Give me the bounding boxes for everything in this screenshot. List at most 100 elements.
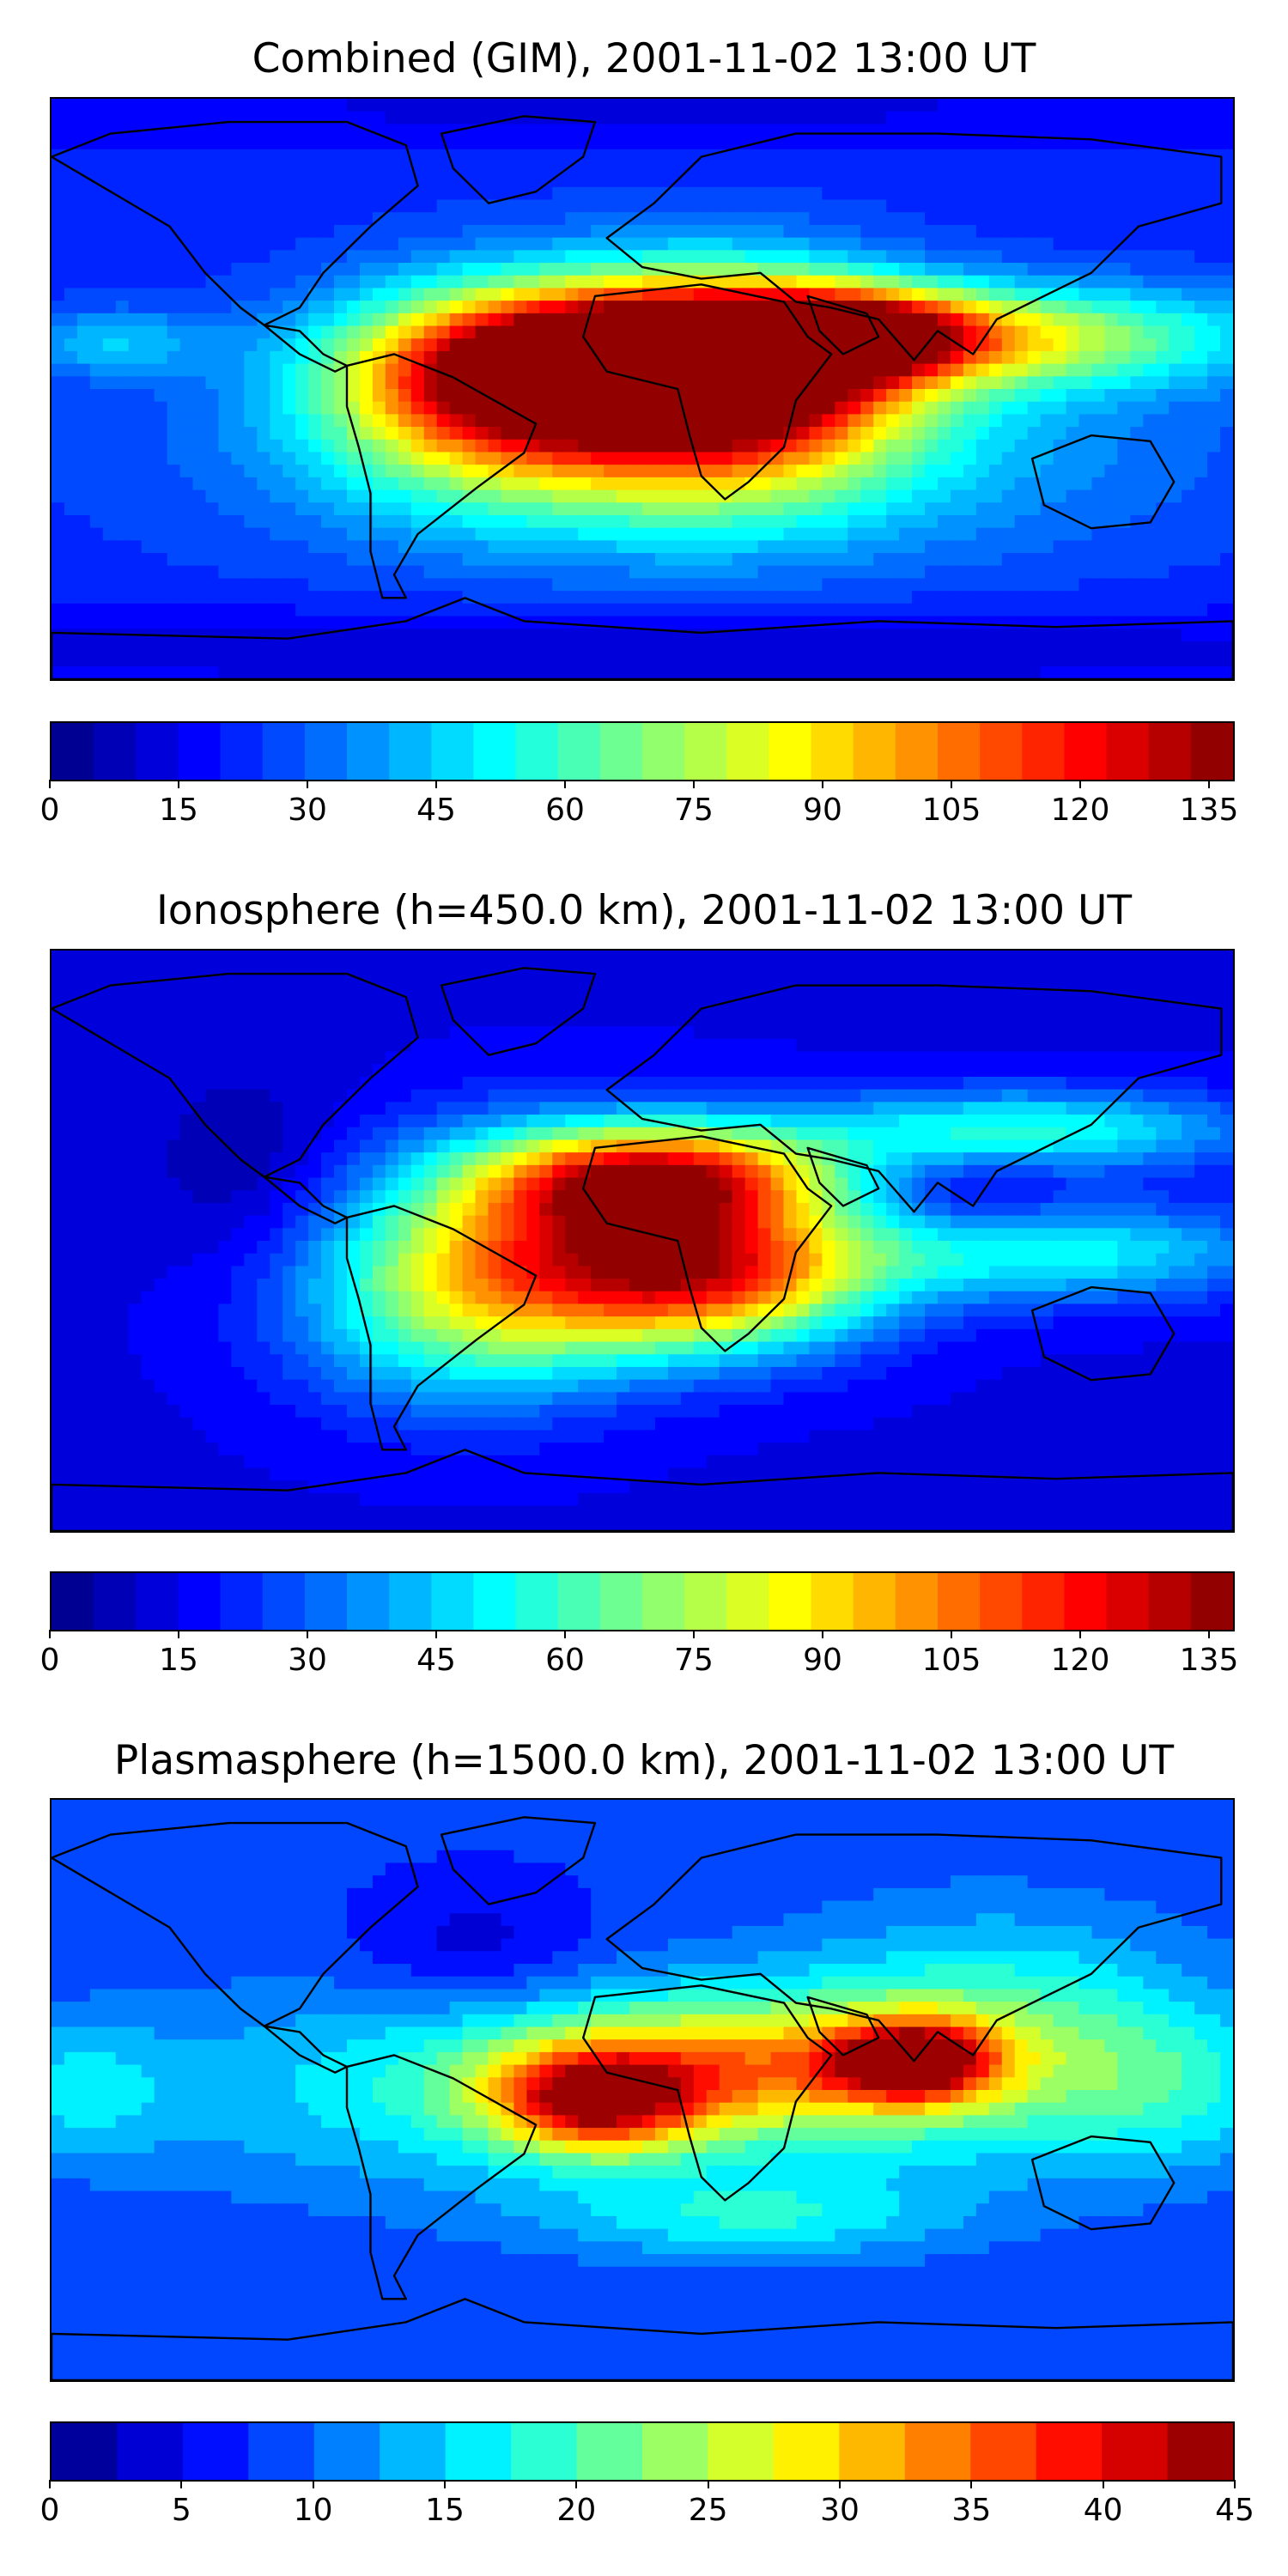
contour-cell bbox=[565, 514, 579, 529]
contour-cell bbox=[912, 237, 926, 251]
contour-cell bbox=[115, 653, 130, 667]
contour-cell bbox=[501, 489, 515, 503]
contour-cell bbox=[102, 186, 117, 201]
contour-cell bbox=[796, 237, 811, 251]
contour-cell bbox=[179, 951, 194, 964]
contour-cell bbox=[680, 540, 695, 554]
contour-cell bbox=[860, 591, 874, 605]
contour-cell bbox=[89, 502, 104, 516]
contour-cell bbox=[372, 275, 386, 289]
contour-cell bbox=[462, 527, 477, 541]
contour-cell bbox=[423, 1013, 438, 1027]
contour-cell bbox=[912, 975, 926, 989]
contour-cell bbox=[462, 212, 477, 226]
contour-cell bbox=[822, 452, 835, 465]
contour-cell bbox=[604, 301, 617, 314]
contour-cell bbox=[526, 477, 540, 491]
contour-cell bbox=[398, 666, 412, 679]
contour-cell bbox=[398, 439, 412, 453]
contour-cell bbox=[1040, 275, 1054, 289]
contour-cell bbox=[654, 427, 669, 440]
contour-cell bbox=[565, 250, 579, 264]
contour-cell bbox=[617, 439, 630, 453]
contour-cell bbox=[205, 1000, 220, 1015]
contour-cell bbox=[1117, 275, 1131, 289]
contour-cell bbox=[167, 489, 181, 503]
contour-cell bbox=[899, 275, 913, 289]
contour-cell bbox=[257, 301, 270, 314]
contour-cell bbox=[128, 578, 143, 592]
contour-cell bbox=[1207, 603, 1221, 617]
contour-cell bbox=[398, 427, 412, 440]
contour-cell bbox=[873, 1013, 887, 1027]
contour-cell bbox=[501, 212, 515, 226]
contour-cell bbox=[938, 439, 951, 453]
contour-cell bbox=[270, 263, 283, 276]
contour-cell bbox=[526, 653, 540, 667]
contour-cell bbox=[128, 237, 143, 251]
contour-cell bbox=[526, 540, 540, 554]
contour-cell bbox=[244, 641, 258, 655]
contour-cell bbox=[629, 527, 643, 541]
contour-cell bbox=[975, 616, 990, 629]
contour-cell bbox=[141, 951, 155, 964]
contour-cell bbox=[796, 565, 811, 580]
contour-cell bbox=[128, 263, 143, 276]
contour-cell bbox=[89, 237, 104, 251]
contour-cell bbox=[642, 565, 656, 580]
contour-cell bbox=[334, 186, 348, 201]
contour-cell bbox=[706, 988, 720, 1002]
contour-cell bbox=[347, 1026, 361, 1040]
contour-cell bbox=[565, 439, 579, 453]
contour-cell bbox=[848, 653, 861, 667]
contour-cell bbox=[1066, 263, 1080, 276]
contour-cell bbox=[449, 641, 464, 655]
contour-cell bbox=[744, 174, 759, 188]
contour-cell bbox=[1169, 161, 1182, 175]
contour-cell bbox=[192, 212, 207, 226]
contour-cell bbox=[52, 452, 65, 465]
contour-cell bbox=[270, 540, 283, 554]
contour-cell bbox=[1182, 212, 1195, 226]
contour-cell bbox=[899, 250, 913, 264]
contour-cell bbox=[680, 224, 695, 239]
contour-cell bbox=[102, 666, 117, 679]
contour-cell bbox=[488, 477, 502, 491]
contour-cell bbox=[347, 124, 361, 137]
contour-cell bbox=[860, 224, 874, 239]
contour-cell bbox=[1053, 325, 1067, 339]
contour-cell bbox=[1220, 963, 1233, 976]
contour-cell bbox=[706, 641, 720, 655]
contour-cell bbox=[860, 363, 874, 377]
contour-cell bbox=[257, 540, 270, 554]
contour-cell bbox=[1053, 137, 1067, 150]
contour-cell bbox=[1014, 540, 1029, 554]
contour-cell bbox=[1053, 389, 1067, 403]
contour-cell bbox=[295, 603, 309, 617]
contour-cell bbox=[693, 174, 708, 188]
contour-cell bbox=[410, 477, 425, 491]
contour-cell bbox=[591, 401, 605, 415]
contour-cell bbox=[526, 603, 540, 617]
contour-cell bbox=[501, 1013, 515, 1027]
contour-cell bbox=[295, 1038, 309, 1053]
contour-cell bbox=[475, 237, 489, 251]
contour-cell bbox=[410, 603, 425, 617]
contour-cell bbox=[629, 1000, 643, 1015]
contour-cell bbox=[1130, 237, 1144, 251]
contour-cell bbox=[488, 401, 502, 415]
contour-cell bbox=[167, 275, 181, 289]
contour-cell bbox=[321, 376, 335, 390]
contour-cell bbox=[436, 301, 451, 314]
contour-cell bbox=[1130, 603, 1144, 617]
contour-cell bbox=[783, 653, 798, 667]
contour-cell bbox=[141, 288, 155, 301]
contour-cell bbox=[667, 186, 682, 201]
contour-cell bbox=[667, 514, 682, 529]
contour-cell bbox=[1014, 363, 1029, 377]
contour-cell bbox=[76, 212, 91, 226]
contour-cell bbox=[963, 263, 977, 276]
contour-cell bbox=[925, 313, 939, 327]
contour-cell bbox=[667, 161, 682, 175]
contour-cell bbox=[1014, 313, 1029, 327]
